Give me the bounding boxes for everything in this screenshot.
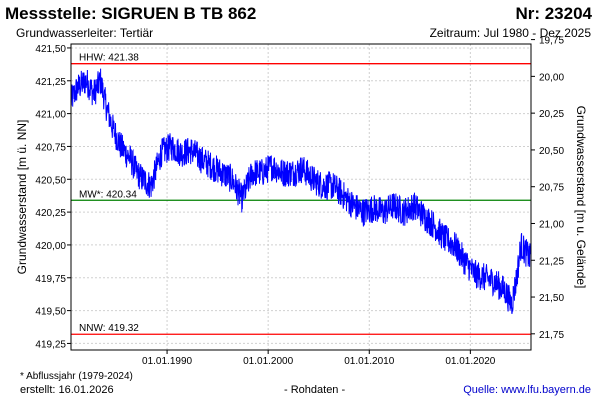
x-tick-label: 01.01.2010 (344, 356, 394, 367)
source-link[interactable]: Quelle: www.lfu.bayern.de (463, 384, 591, 396)
y-tick-label: 421,00 (35, 110, 66, 121)
reference-lines: HHW: 421.38 MW*: 420.34 NNW: 419.32 (71, 53, 531, 335)
y-tick-label: 420,25 (35, 208, 66, 219)
y-tick-label: 419,50 (35, 307, 66, 318)
y2-axis-label: Grundwasserstand [m u. Gelände] (574, 106, 588, 289)
station-title: Messstelle: SIGRUEN B TB 862 (5, 4, 257, 23)
y2-tick-label: 21,00 (539, 219, 564, 230)
y-tick-label: 421,50 (35, 44, 66, 55)
aquifer-label: Grundwasserleiter: Tertiär (16, 26, 154, 40)
y-tick-label: 421,25 (35, 77, 66, 88)
y-tick-label: 419,25 (35, 339, 66, 350)
y-tick-label: 420,75 (35, 142, 66, 153)
x-axis: 01.01.1990 01.01.2000 01.01.2010 01.01.2020 (142, 350, 496, 367)
y-axis-right: 19,75 20,00 20,25 20,50 20,75 21,00 21,25 21,50… (531, 36, 564, 341)
data-type-label: - Rohdaten - (284, 384, 346, 396)
y2-tick-label: 19,75 (539, 36, 564, 47)
series-layer (70, 68, 531, 315)
created-date: erstellt: 16.01.2026 (20, 384, 114, 396)
series-line-0 (70, 68, 531, 315)
x-tick-label: 01.01.1990 (142, 356, 192, 367)
period-label: Zeitraum: Jul 1980 - Dez 2025 (429, 26, 591, 40)
x-tick-label: 01.01.2020 (445, 356, 495, 367)
y-tick-label: 420,00 (35, 241, 66, 252)
reference-label-mw: MW*: 420.34 (79, 189, 137, 200)
plot-area (71, 44, 531, 350)
y2-tick-label: 21,75 (539, 330, 564, 341)
y2-tick-label: 20,25 (539, 109, 564, 120)
y2-tick-label: 20,75 (539, 183, 564, 194)
y-tick-label: 419,75 (35, 274, 66, 285)
y-axis-left: 421,50 421,25 421,00 420,75 420,50 420,25 420,… (35, 44, 71, 350)
x-tick-label: 01.01.2000 (243, 356, 293, 367)
reference-label-hhw: HHW: 421.38 (79, 53, 139, 64)
y2-tick-label: 21,25 (539, 256, 564, 267)
y-tick-label: 420,50 (35, 175, 66, 186)
y2-tick-label: 21,50 (539, 293, 564, 304)
y2-tick-label: 20,00 (539, 72, 564, 83)
plot-frame (70, 43, 532, 351)
reference-label-nnw: NNW: 419.32 (79, 323, 139, 334)
footnote: * Abflussjahr (1979-2024) (20, 371, 133, 382)
y-axis-label: Grundwasserstand [m ü. NN] (15, 120, 29, 275)
y2-tick-label: 20,50 (539, 146, 564, 157)
station-number: Nr: 23204 (515, 4, 592, 23)
